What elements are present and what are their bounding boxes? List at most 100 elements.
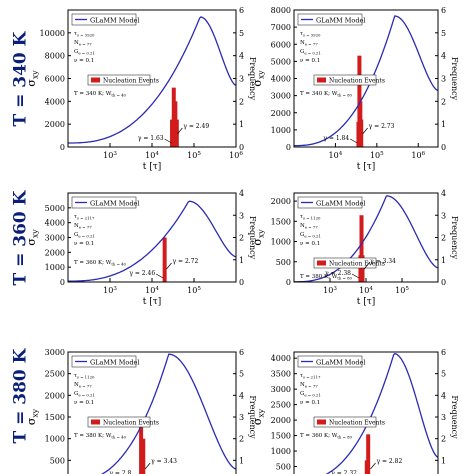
param-label: τs = 2117 — [300, 373, 321, 379]
legend-label: Nucleation Events — [329, 261, 385, 268]
legend-frame — [297, 13, 363, 26]
y-tick-label: 2000 — [45, 120, 65, 129]
x-tick-label: 103 — [103, 286, 117, 295]
legend-block: GLaMM Model τs = 3920 Ne = 77 Ge = 0.21 ν = … — [297, 13, 385, 97]
param-label: Ne = 77 — [300, 40, 318, 46]
glamm-model-line — [294, 195, 438, 282]
y2-tick-label: 2 — [239, 97, 244, 106]
y2-tick-label: 4 — [239, 189, 244, 198]
x-tick-label: 104 — [359, 286, 373, 295]
y-tick-label: 2000 — [271, 416, 291, 425]
param-label: Ne = 77 — [74, 382, 92, 388]
y2-tick-label: 6 — [239, 6, 244, 15]
y-tick-label: 5000 — [45, 204, 65, 213]
param-label: τs = 3920 — [300, 31, 321, 37]
gamma-annotation: γ = 1.63 — [138, 135, 164, 142]
histogram-bar-3 — [174, 119, 179, 147]
y-tick-label: 0 — [60, 143, 65, 152]
legend-frame — [71, 355, 137, 368]
legend-frame-2 — [87, 74, 151, 86]
y2-tick-label: 0 — [239, 143, 244, 152]
y2-tick-label: 3 — [239, 211, 244, 220]
y-tick-label: 4000 — [45, 219, 65, 228]
param-label: ν = 0.1 — [300, 241, 320, 247]
legend-label: Nucleation Events — [103, 420, 159, 427]
x-tick-label: 105 — [370, 151, 384, 160]
y-tick-label: 2000 — [271, 197, 291, 206]
histogram-bar-2 — [360, 255, 365, 282]
plot-group: 50010001500200025003000350040000123456σx… — [251, 348, 459, 474]
y2-tick-label: 5 — [239, 29, 244, 38]
legend-block: GLaMM Model τs = 1120 Ne = 77 Ge = 0.21 ν = … — [71, 355, 159, 439]
y-tick-label: 5000 — [271, 57, 291, 66]
y2-tick-label: 1 — [239, 256, 244, 265]
param-label: Ge = 0.21 — [74, 232, 95, 238]
legend-frame — [71, 13, 137, 26]
y-axis-label: σxy — [25, 70, 40, 87]
annotation-arrow — [370, 462, 376, 470]
x-axis-label: t [τ] — [357, 162, 375, 172]
legend-label: GLaMM Model — [316, 17, 365, 25]
param-label: Ge = 0.21 — [300, 232, 321, 238]
y2-tick-label: 1 — [441, 256, 446, 265]
y2-tick-label: 2 — [239, 234, 244, 243]
x-tick-label: 104 — [145, 151, 159, 160]
legend-frame-2 — [313, 74, 377, 86]
y-tick-label: 6000 — [45, 75, 65, 84]
y2-tick-label: 0 — [441, 143, 446, 152]
y-axis-label: σxy — [251, 70, 266, 87]
legend-frame — [297, 355, 363, 368]
y-tick-label: 8000 — [271, 6, 291, 15]
x-tick-label: 106 — [229, 151, 243, 160]
y-tick-label: 3000 — [45, 348, 65, 357]
y-tick-label: 500 — [276, 258, 291, 267]
y-tick-label: 6000 — [271, 40, 291, 49]
param-label: ν = 0.1 — [300, 58, 320, 64]
y2-tick-label: 4 — [441, 189, 446, 198]
y-tick-label: 10000 — [40, 29, 65, 38]
param-label: τs = 1120 — [74, 373, 95, 379]
y2-tick-label: 2 — [441, 234, 446, 243]
condition-label: T = 340 K; Wth = 40 — [74, 91, 127, 97]
histogram-bar-0 — [139, 417, 144, 474]
y2-tick-label: 3 — [441, 211, 446, 220]
annotation-arrow — [166, 262, 172, 270]
gamma-annotation: γ = 2.38 — [325, 270, 351, 277]
gamma-annotation: γ = 3.34 — [370, 258, 396, 265]
x-tick-label: 104 — [329, 151, 343, 160]
x-tick-label: 105 — [395, 286, 409, 295]
glamm-model-line — [325, 352, 438, 474]
y-tick-label: 2000 — [45, 248, 65, 257]
annotation-arrow — [144, 462, 151, 470]
y2-axis-label: Frequency — [450, 57, 459, 101]
legend-block: GLaMM Model τs = 1120 Ne = 77 Ge = 0.21 ν = … — [297, 196, 385, 280]
legend-label: Nucleation Events — [329, 78, 385, 85]
legend-bar-swatch — [91, 77, 100, 83]
y-tick-label: 8000 — [45, 52, 65, 61]
legend-label: Nucleation Events — [103, 78, 159, 85]
param-label: ν = 0.1 — [74, 241, 94, 247]
y2-axis-label: Frequency — [248, 395, 257, 439]
y2-tick-label: 2 — [441, 97, 446, 106]
legend-label: GLaMM Model — [90, 200, 139, 208]
plot-group: 0 2000 4000 6000 8000 10000 0 1 2 3 4 5 6 103 104 105 10… — [25, 6, 257, 172]
x-tick-label: 105 — [187, 286, 201, 295]
x-axis-label: t [τ] — [357, 297, 375, 307]
y2-tick-label: 5 — [441, 29, 446, 38]
plot-group: 0 1000 2000 3000 4000 5000 6000 7000 8000 0 1 2 3 4 5 6… — [251, 6, 459, 172]
y2-tick-label: 6 — [441, 348, 446, 357]
param-label: τs = 2117 — [74, 214, 95, 220]
condition-label: T = 340 K; Wth = 80 — [300, 91, 353, 97]
y-tick-label: 500 — [276, 463, 291, 472]
y-tick-label: 500 — [50, 456, 65, 465]
gamma-annotation: γ = 2.73 — [369, 123, 395, 130]
gamma-annotation: γ = 1.84 — [323, 135, 349, 142]
y2-tick-label: 1 — [441, 456, 446, 465]
y-tick-label: 1000 — [271, 447, 291, 456]
y2-tick-label: 6 — [441, 6, 446, 15]
